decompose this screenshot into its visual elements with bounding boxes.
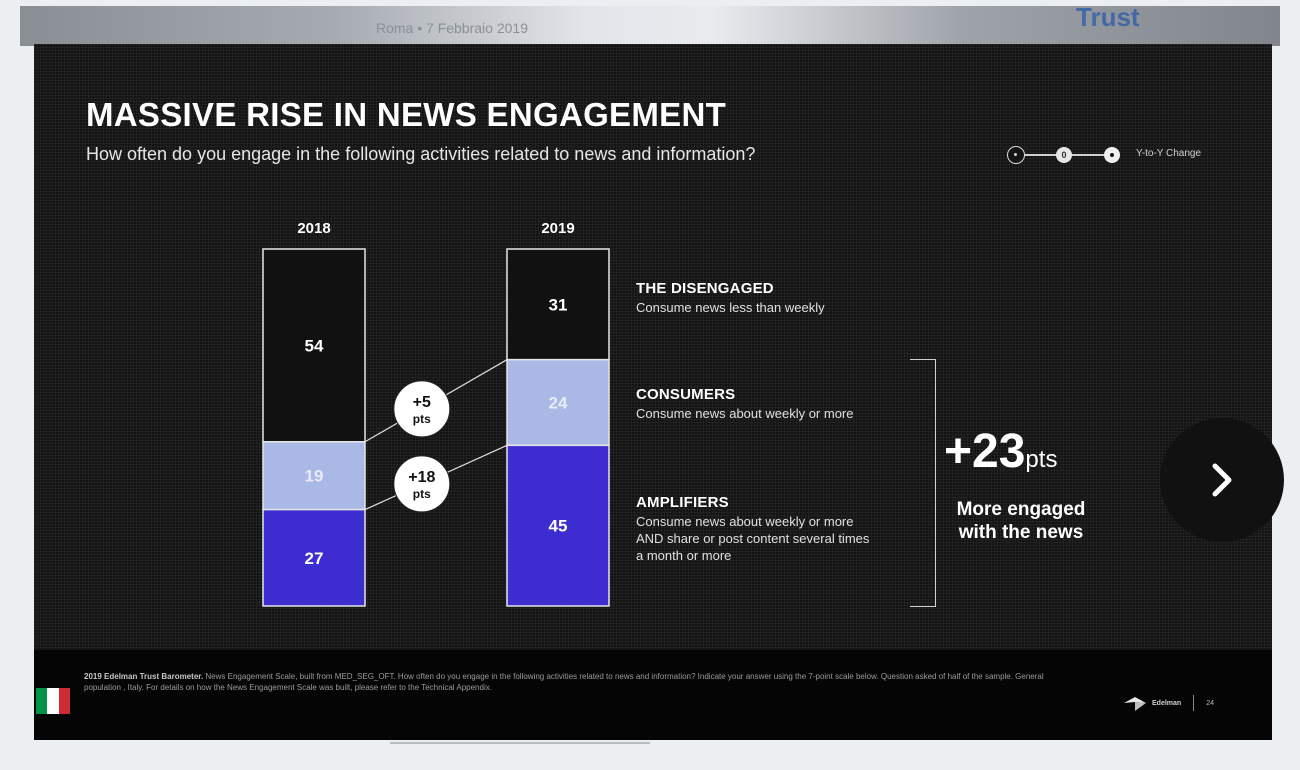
- flag-stripe-red: [58, 688, 70, 714]
- brand-separator: [1193, 695, 1195, 711]
- legend-open-dot: [1007, 146, 1025, 164]
- brand-mark: Edelman 24: [1124, 694, 1214, 712]
- total-change: +23pts: [944, 424, 1057, 479]
- bar-value-label: 27: [305, 549, 324, 568]
- category-amplifiers: AMPLIFIERS Consume news about weekly or …: [636, 494, 876, 564]
- background-divider: [390, 742, 650, 744]
- bar-segment-amplifiers-2019: [506, 444, 610, 607]
- year-label: 2019: [541, 220, 574, 237]
- year-label: 2018: [297, 220, 330, 237]
- legend-label: Y-to-Y Change: [1136, 148, 1202, 159]
- change-value: +18: [408, 469, 435, 486]
- slide: MASSIVE RISE IN NEWS ENGAGEMENT How ofte…: [34, 44, 1272, 740]
- background-caption: Roma • 7 Febbraio 2019: [376, 20, 528, 36]
- legend-value-dot: 0: [1056, 147, 1072, 163]
- total-change-caption: More engaged with the news: [956, 499, 1086, 543]
- background-title: Trust: [1076, 2, 1140, 32]
- page-number: 24: [1206, 699, 1214, 707]
- change-unit: pts: [413, 487, 431, 501]
- slide-subtitle: How often do you engage in the following…: [86, 144, 756, 164]
- yoy-legend: 0 Y-to-Y Change: [1006, 144, 1236, 166]
- bar-segment-consumers-2018: [262, 441, 366, 511]
- edelman-logo-icon: [1124, 697, 1146, 711]
- italy-flag-icon: [36, 688, 70, 714]
- bar-value-label: 45: [549, 517, 568, 536]
- flag-stripe-green: [36, 688, 48, 714]
- bar-segment-the-disengaged-2019: [506, 248, 610, 361]
- legend-filled-dot: [1104, 147, 1120, 163]
- category-consumers: CONSUMERS Consume news about weekly or m…: [636, 386, 936, 422]
- category-name: CONSUMERS: [636, 386, 736, 403]
- bar-value-label: 31: [549, 295, 568, 314]
- engaged-bracket: [910, 359, 936, 607]
- category-disengaged: THE DISENGAGED Consume news less than we…: [636, 280, 936, 316]
- background-header-image: [20, 6, 1280, 46]
- bar-value-label: 54: [305, 336, 324, 355]
- category-description: Consume news less than weekly: [636, 300, 825, 315]
- brand-name: Edelman: [1152, 699, 1182, 707]
- slide-footer: 2019 Edelman Trust Barometer. News Engag…: [34, 650, 1272, 740]
- category-name: THE DISENGAGED: [636, 280, 774, 297]
- change-bubble: [393, 380, 451, 438]
- bar-value-label: 24: [549, 394, 568, 413]
- category-description: Consume news about weekly or more AND sh…: [636, 514, 870, 563]
- source-title: 2019 Edelman Trust Barometer.: [84, 672, 204, 681]
- bar-segment-consumers-2019: [506, 358, 610, 447]
- change-unit: pts: [413, 412, 431, 426]
- category-name: AMPLIFIERS: [636, 494, 729, 511]
- chevron-right-icon: [1212, 463, 1232, 497]
- flag-stripe-white: [47, 688, 59, 714]
- total-change-value: +23: [944, 425, 1026, 478]
- change-bubble: [393, 455, 451, 513]
- slide-title: MASSIVE RISE IN NEWS ENGAGEMENT: [86, 96, 727, 133]
- bar-segment-amplifiers-2018: [262, 508, 366, 607]
- legend-dot-value: 0: [1061, 150, 1067, 160]
- bar-segment-the-disengaged-2018: [262, 248, 366, 443]
- source-text: News Engagement Scale, built from MED_SE…: [84, 672, 1044, 692]
- change-value: +5: [413, 394, 431, 411]
- next-slide-button[interactable]: [1160, 418, 1284, 542]
- bar-value-label: 19: [305, 467, 324, 486]
- total-change-unit: pts: [1025, 446, 1058, 473]
- source-footnote: 2019 Edelman Trust Barometer. News Engag…: [84, 672, 1064, 693]
- category-description: Consume news about weekly or more: [636, 406, 854, 421]
